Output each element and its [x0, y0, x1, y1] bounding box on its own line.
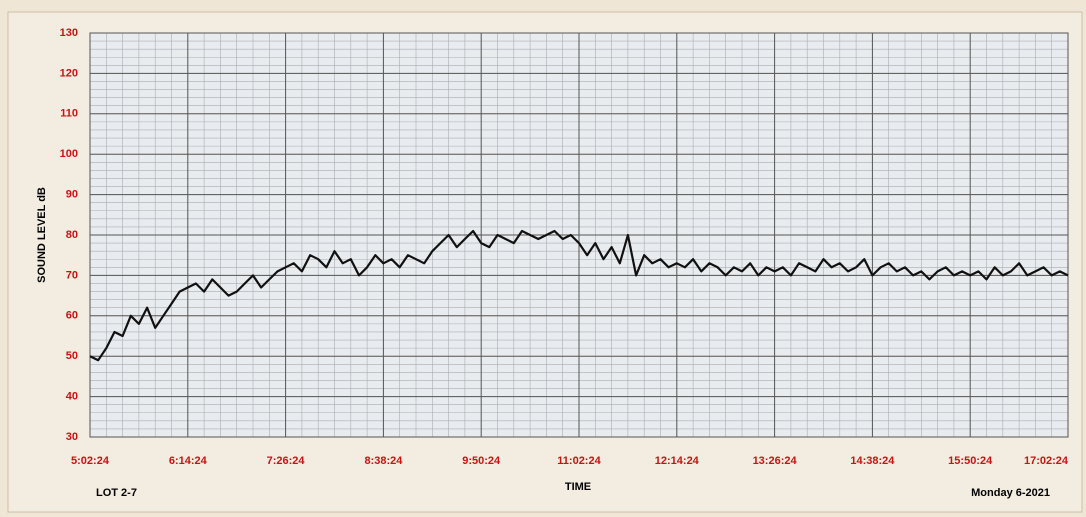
x-tick-label: 15:50:24	[948, 455, 993, 467]
x-axis-label: TIME	[565, 481, 591, 493]
x-tick-label: 11:02:24	[557, 455, 601, 467]
note-right: Monday 6-2021	[971, 487, 1050, 499]
x-tick-label: 12:14:24	[655, 455, 700, 467]
y-tick-label: 90	[66, 189, 78, 201]
y-axis-label: SOUND LEVEL dB	[36, 187, 48, 283]
x-tick-label: 17:02:24	[1024, 455, 1069, 467]
y-tick-label: 100	[60, 148, 78, 160]
y-tick-label: 50	[66, 350, 78, 362]
note-left: LOT 2-7	[96, 487, 137, 499]
y-tick-label: 120	[60, 67, 78, 79]
x-tick-label: 13:26:24	[753, 455, 798, 467]
x-tick-label: 14:38:24	[850, 455, 895, 467]
data-line	[89, 229, 1069, 362]
x-tick-label: 6:14:24	[169, 455, 208, 467]
y-tick-label: 110	[60, 108, 78, 120]
x-tick-label: 5:02:24	[71, 455, 110, 467]
x-tick-label: 9:50:24	[462, 455, 501, 467]
y-tick-label: 60	[66, 310, 78, 322]
y-tick-label: 40	[66, 391, 78, 403]
x-tick-label: 8:38:24	[364, 455, 403, 467]
y-tick-label: 30	[66, 431, 78, 443]
y-tick-label: 70	[66, 269, 78, 281]
y-tick-label: 80	[66, 229, 78, 241]
grid	[89, 32, 1069, 438]
y-tick-label: 130	[60, 27, 78, 39]
x-tick-label: 7:26:24	[267, 455, 306, 467]
